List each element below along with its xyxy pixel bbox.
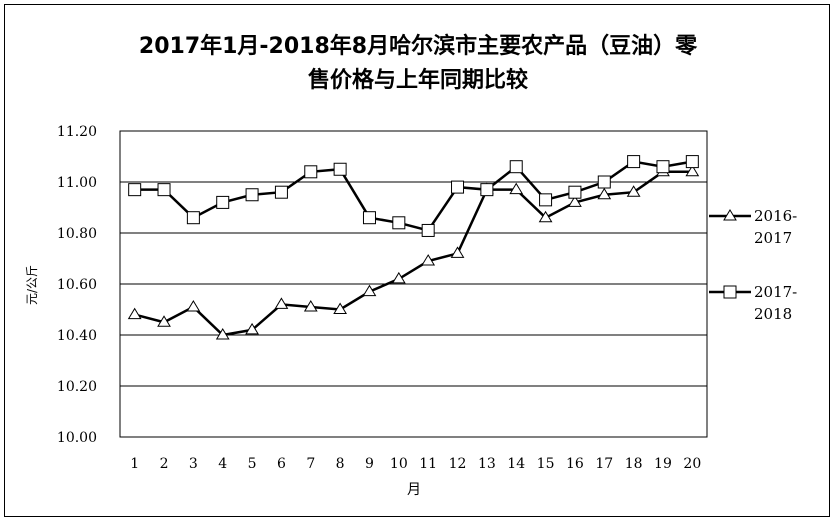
legend-label-2017-line1: 2017- <box>754 283 797 301</box>
x-tick-label: 11 <box>419 456 437 472</box>
x-tick-label: 4 <box>218 456 227 472</box>
data-point-square <box>627 155 641 169</box>
legend: 2016- 2017 2017- 2018 <box>709 207 797 323</box>
data-point-square <box>333 162 347 176</box>
data-point-triangle <box>186 299 201 312</box>
data-point-square <box>245 188 259 202</box>
legend-square-marker <box>723 285 737 299</box>
data-point-square <box>128 183 142 197</box>
data-point-triangle <box>127 307 142 320</box>
x-tick-label: 8 <box>336 456 345 472</box>
data-point-square <box>480 183 494 197</box>
x-tick-label: 19 <box>654 456 672 472</box>
data-point-triangle <box>538 210 553 223</box>
legend-triangle-marker <box>723 209 737 221</box>
data-point-square <box>216 195 230 209</box>
data-point-square <box>157 183 171 197</box>
x-tick-label: 16 <box>566 456 584 472</box>
data-point-triangle <box>303 299 318 312</box>
x-tick-label: 6 <box>277 456 286 472</box>
data-point-square <box>568 185 582 199</box>
y-tick-label: 11.00 <box>57 175 97 191</box>
series-group <box>127 155 700 340</box>
data-point-triangle <box>157 315 171 327</box>
data-point-square <box>186 211 200 225</box>
y-tick-label: 10.60 <box>57 277 97 293</box>
data-point-triangle <box>333 302 348 314</box>
legend-label-2017-line2: 2018 <box>754 305 792 323</box>
y-tick-label: 11.20 <box>57 124 97 140</box>
data-point-triangle <box>421 254 436 266</box>
data-point-triangle <box>215 328 230 340</box>
data-point-square <box>392 216 406 230</box>
x-tick-label: 1 <box>130 456 139 472</box>
y-tick-label: 10.00 <box>57 430 97 446</box>
data-point-square <box>656 160 670 174</box>
x-tick-label: 12 <box>449 456 467 472</box>
x-tick-label: 18 <box>625 456 643 472</box>
data-point-triangle <box>597 187 612 200</box>
data-point-triangle <box>362 284 377 297</box>
legend-label-2016-line1: 2016- <box>754 207 797 225</box>
y-tick-label: 10.40 <box>57 328 97 344</box>
chart-frame <box>4 4 830 517</box>
data-point-triangle <box>274 297 289 309</box>
x-axis-label: 月 <box>407 482 421 498</box>
chart-title-line-2: 售价格与上年同期比较 <box>307 68 528 93</box>
y-axis-ticks: 10.00 10.20 10.40 10.60 10.80 11.00 11.20 <box>57 124 97 446</box>
data-point-square <box>421 223 435 237</box>
legend-label-2016-line2: 2017 <box>754 229 792 247</box>
data-point-triangle <box>450 246 465 258</box>
data-point-square <box>304 165 318 179</box>
x-tick-label: 15 <box>537 456 555 472</box>
x-tick-label: 10 <box>390 456 408 472</box>
data-point-triangle <box>568 195 582 207</box>
data-point-triangle <box>626 185 641 197</box>
data-point-triangle <box>685 164 700 177</box>
x-tick-label: 13 <box>478 456 496 472</box>
x-tick-label: 2 <box>160 456 169 472</box>
x-tick-label: 9 <box>365 456 374 472</box>
data-point-triangle <box>245 322 259 335</box>
x-tick-label: 3 <box>189 456 198 472</box>
y-axis-label: 元/公斤 <box>25 265 39 305</box>
data-point-square <box>274 185 288 199</box>
x-tick-label: 17 <box>595 456 613 472</box>
data-point-triangle <box>509 182 524 195</box>
data-point-square <box>685 155 699 169</box>
data-point-square <box>539 193 553 207</box>
x-axis-ticks: 1 2 3 4 5 6 7 8 9 10 11 12 13 14 15 16 17 18 19 20 <box>130 456 701 472</box>
x-tick-label: 20 <box>683 456 701 472</box>
data-point-square <box>451 180 465 194</box>
y-tick-label: 10.80 <box>57 226 97 242</box>
data-point-triangle <box>391 271 406 284</box>
data-point-square <box>362 211 376 225</box>
x-tick-label: 7 <box>306 456 315 472</box>
x-tick-label: 14 <box>507 456 525 472</box>
chart-title-line-1: 2017年1月-2018年8月哈尔滨市主要农产品（豆油）零 <box>138 34 698 59</box>
x-tick-label: 5 <box>248 456 257 472</box>
data-point-square <box>597 175 611 189</box>
data-point-square <box>509 160 523 174</box>
y-tick-label: 10.20 <box>57 379 97 395</box>
